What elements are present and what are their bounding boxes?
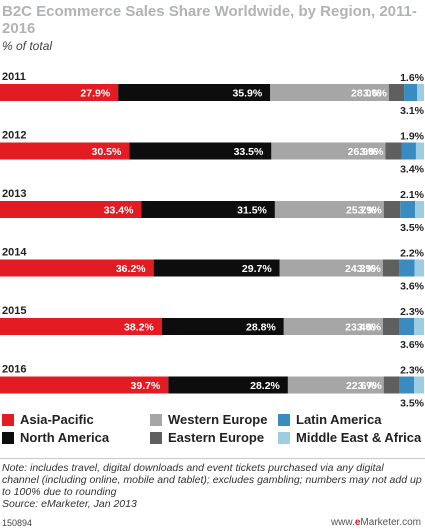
bar-2014-middle-east-and-africa xyxy=(414,259,424,277)
year-label-2014: 2014 xyxy=(2,247,27,259)
brand-e: e xyxy=(354,517,361,528)
data-label-2015-asia-pacific: 38.2% xyxy=(124,322,154,334)
data-label-2012-north-america: 33.5% xyxy=(234,146,264,158)
data-label-2015-western-europe: 23.4% xyxy=(345,322,375,334)
data-label-2014-latin-america: 3.6% xyxy=(400,281,425,293)
bar-2014-asia-pacific xyxy=(0,259,154,277)
bar-2011-middle-east-and-africa xyxy=(417,84,424,101)
bar-2015-latin-america xyxy=(399,318,415,335)
bar-2015-eastern-europe xyxy=(382,318,400,335)
bar-2012-asia-pacific xyxy=(0,142,130,160)
year-label-2015: 2015 xyxy=(2,305,26,317)
brand-link[interactable]: www.eMarketer.com xyxy=(331,517,421,528)
brand-rest: Marketer.com xyxy=(360,517,421,528)
data-label-2016-latin-america: 3.5% xyxy=(400,398,425,410)
data-label-2013-western-europe: 25.7% xyxy=(346,205,376,217)
bar-2014-north-america xyxy=(153,259,280,277)
bar-2011-latin-america xyxy=(404,84,418,101)
data-label-2016-western-europe: 22.6% xyxy=(346,380,376,392)
bar-2015-middle-east-and-africa xyxy=(414,318,424,335)
bar-2011-western-europe xyxy=(270,84,389,101)
bar-2016-western-europe xyxy=(287,376,384,394)
bar-2011-eastern-europe xyxy=(388,84,405,101)
bar-2012-western-europe xyxy=(271,142,386,160)
footnote: Note: includes travel, digital downloads… xyxy=(2,462,423,510)
data-label-2014-western-europe: 24.3% xyxy=(345,263,375,275)
data-label-2016-eastern-europe: 3.7% xyxy=(358,380,383,392)
data-label-2012-asia-pacific: 30.5% xyxy=(92,146,122,158)
data-label-2013-eastern-europe: 3.9% xyxy=(358,205,383,217)
data-label-2015-eastern-europe: 3.8% xyxy=(357,322,382,334)
bar-2016-eastern-europe xyxy=(383,376,400,394)
data-label-2013-asia-pacific: 33.4% xyxy=(104,205,134,217)
data-label-2011-asia-pacific: 27.9% xyxy=(80,88,110,100)
data-label-2014-north-america: 29.7% xyxy=(242,263,272,275)
bar-2014-eastern-europe xyxy=(382,259,400,277)
footnote-text: Note: includes travel, digital downloads… xyxy=(2,462,422,498)
bar-2016-latin-america xyxy=(399,376,415,394)
bar-2013-asia-pacific xyxy=(0,201,142,218)
data-label-2015-middle-east-and-africa: 2.3% xyxy=(400,306,425,318)
data-label-2016-middle-east-and-africa: 2.3% xyxy=(400,365,425,377)
year-label-2016: 2016 xyxy=(2,364,26,376)
data-label-2012-middle-east-and-africa: 1.9% xyxy=(400,131,425,143)
bar-2014-latin-america xyxy=(399,259,415,277)
bar-2014-western-europe xyxy=(279,259,383,277)
data-label-2014-middle-east-and-africa: 2.2% xyxy=(400,248,425,260)
data-label-2013-latin-america: 3.5% xyxy=(400,222,425,234)
data-label-2011-middle-east-and-africa: 1.6% xyxy=(400,72,425,84)
brand-prefix: www. xyxy=(330,517,355,528)
bar-2013-eastern-europe xyxy=(383,201,401,218)
chart-subtitle: % of total xyxy=(2,39,53,53)
data-label-2012-eastern-europe: 3.8% xyxy=(359,146,384,158)
data-label-2011-eastern-europe: 3.6% xyxy=(363,88,388,100)
bar-2012-middle-east-and-africa xyxy=(415,142,424,160)
data-label-2014-asia-pacific: 36.2% xyxy=(116,263,146,275)
bar-2011-north-america xyxy=(118,84,271,101)
bar-2013-north-america xyxy=(141,201,275,218)
data-label-2011-latin-america: 3.1% xyxy=(400,105,425,117)
data-label-2011-western-europe: 28.0% xyxy=(351,88,381,100)
data-label-2011-north-america: 35.9% xyxy=(232,88,262,100)
bar-2013-western-europe xyxy=(274,201,384,218)
footer-divider xyxy=(0,458,425,459)
chart-id: 150894 xyxy=(2,518,33,528)
bar-2016-asia-pacific xyxy=(0,376,169,394)
data-label-2015-north-america: 28.8% xyxy=(246,322,276,334)
year-label-2013: 2013 xyxy=(2,188,26,200)
data-label-2013-north-america: 31.5% xyxy=(237,205,267,217)
year-label-2011: 2011 xyxy=(2,71,26,83)
bar-2015-north-america xyxy=(161,318,284,335)
year-label-2012: 2012 xyxy=(2,130,26,142)
data-label-2014-eastern-europe: 3.9% xyxy=(357,263,382,275)
source-text: Source: eMarketer, Jan 2013 xyxy=(2,498,137,510)
data-label-2016-asia-pacific: 39.7% xyxy=(131,380,161,392)
bar-2015-asia-pacific xyxy=(0,318,162,335)
data-label-2013-middle-east-and-africa: 2.1% xyxy=(400,189,425,201)
bar-2012-latin-america xyxy=(401,142,416,160)
data-label-2015-latin-america: 3.6% xyxy=(400,339,425,351)
bar-2011-asia-pacific xyxy=(0,84,119,101)
bar-2013-latin-america xyxy=(400,201,416,218)
bar-2012-eastern-europe xyxy=(385,142,402,160)
chart-title: B2C Ecommerce Sales Share Worldwide, by … xyxy=(2,3,417,37)
bar-2016-middle-east-and-africa xyxy=(414,376,424,394)
bar-2013-middle-east-and-africa xyxy=(415,201,424,218)
bar-2015-western-europe xyxy=(283,318,383,335)
bar-2012-north-america xyxy=(129,142,272,160)
data-label-2012-western-europe: 26.9% xyxy=(348,146,378,158)
data-label-2012-latin-america: 3.4% xyxy=(400,164,425,176)
data-label-2016-north-america: 28.2% xyxy=(250,380,280,392)
bar-2016-north-america xyxy=(168,376,288,394)
